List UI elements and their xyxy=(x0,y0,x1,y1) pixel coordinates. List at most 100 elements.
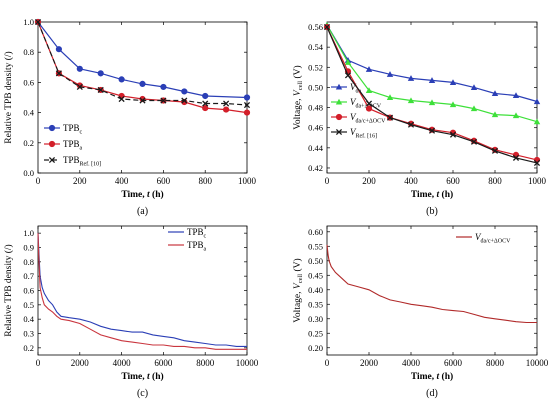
data-point xyxy=(344,59,352,65)
data-point xyxy=(512,112,520,119)
y-axis-label: Relative TPB density (/) xyxy=(3,51,14,143)
data-point xyxy=(365,87,373,94)
y-tick-label: 1.0 xyxy=(23,228,34,238)
data-point xyxy=(344,72,352,79)
y-tick-label: 0.42 xyxy=(308,163,323,173)
data-point xyxy=(323,23,331,31)
y-tick-label: 0.2 xyxy=(23,343,34,353)
data-point xyxy=(470,105,478,112)
y-tick-label: 0.6 xyxy=(23,77,34,87)
y-tick-label: 0.4 xyxy=(23,108,34,118)
legend-marker xyxy=(48,140,56,148)
x-tick-label: 400 xyxy=(115,176,129,186)
y-tick-label: 1.0 xyxy=(23,17,34,27)
y-tick-label: 0.50 xyxy=(308,82,323,92)
data-point xyxy=(407,97,415,104)
data-point xyxy=(491,147,499,154)
chart-panel-a: 0 200 400 600 800 1000 0.0 0.2 0.4 0.6 0.8 1.0 Time,… xyxy=(3,17,257,217)
y-tick-label: 0.50 xyxy=(308,256,323,266)
data-point xyxy=(202,100,209,107)
legend-marker xyxy=(48,156,56,164)
x-tick-label: 1000 xyxy=(238,176,257,186)
chart-panel-d: 0 2000 4000 6000 8000 10000 0.20 0.25 0.30 0.35 0.… xyxy=(292,225,549,399)
data-point xyxy=(97,86,104,94)
legend-label: Vda/c+ΔOCV xyxy=(475,232,511,245)
x-axis-label: Time, t (h) xyxy=(411,189,453,200)
data-point xyxy=(97,70,104,77)
y-tick-label: 0.8 xyxy=(23,257,34,267)
data-point xyxy=(181,88,188,95)
y-tick-label: 0.7 xyxy=(23,271,34,281)
data-point xyxy=(365,66,373,72)
legend-marker xyxy=(335,113,343,121)
legend-label: TPBc xyxy=(63,123,83,136)
series-line-c xyxy=(37,233,247,347)
y-tick-label: 0.9 xyxy=(23,243,34,253)
x-tick-label: 0 xyxy=(36,358,41,368)
y-tick-label: 0.8 xyxy=(23,47,34,57)
data-point xyxy=(139,80,146,88)
legend-label: TPBRef. [10] xyxy=(63,155,101,168)
y-tick-label: 0.20 xyxy=(308,343,323,353)
x-axis-label: Time, t (h) xyxy=(121,371,163,382)
y-tick-label: 0.3 xyxy=(23,329,34,339)
data-point xyxy=(533,118,541,125)
data-point xyxy=(491,90,499,97)
data-point xyxy=(55,46,63,53)
x-tick-label: 4000 xyxy=(113,358,132,368)
y-tick-label: 0.55 xyxy=(308,241,323,251)
data-point xyxy=(202,104,209,112)
data-point xyxy=(470,138,478,145)
y-axis-label: Voltage, Vcell (V) xyxy=(292,258,304,322)
x-tick-label: 800 xyxy=(488,176,502,186)
data-point xyxy=(223,106,230,113)
data-point xyxy=(118,95,125,103)
data-point xyxy=(76,83,83,90)
x-tick-label: 6000 xyxy=(444,358,463,368)
data-point xyxy=(243,109,251,116)
x-axis-label: Time, t (h) xyxy=(411,371,453,382)
chart-panel-c: 0 2000 4000 6000 8000 10000 0.2 0.3 0.4 0.5 0.6 0.7… xyxy=(3,225,259,399)
x-tick-label: 200 xyxy=(73,176,87,186)
legend-marker xyxy=(335,83,343,90)
y-tick-label: 0.54 xyxy=(308,42,324,52)
data-point xyxy=(428,99,436,106)
data-point xyxy=(428,77,436,83)
series-line-c xyxy=(37,21,248,99)
data-point xyxy=(365,100,373,107)
data-point xyxy=(243,101,251,109)
legend-marker xyxy=(335,98,343,105)
x-tick-label: 10000 xyxy=(526,358,549,368)
y-tick-label: 0.44 xyxy=(308,143,324,153)
panel-label: (a) xyxy=(137,206,148,217)
chart-panel-b: 0 200 400 600 800 1000 0.42 0.44 0.46 0.48 0.50 0.5… xyxy=(292,21,547,217)
series-line-dacocv xyxy=(326,244,537,324)
legend-marker xyxy=(48,124,56,132)
data-point xyxy=(533,159,541,166)
y-tick-label: 0.46 xyxy=(308,123,323,133)
legend-label: TPBa xyxy=(187,240,207,253)
plot-frame xyxy=(326,225,538,356)
y-tick-label: 0.45 xyxy=(308,270,323,280)
data-point xyxy=(243,94,251,101)
legend-label: VRef. [16] xyxy=(350,127,377,140)
y-axis-label: Relative TPB density (/) xyxy=(3,244,14,336)
data-point xyxy=(407,121,415,128)
data-point xyxy=(407,75,415,81)
legend-marker xyxy=(335,128,343,136)
data-point xyxy=(491,111,499,118)
x-tick-label: 8000 xyxy=(486,358,505,368)
legend-label: Vda/c+ΔOCV xyxy=(350,112,386,125)
data-point xyxy=(428,127,436,134)
data-point xyxy=(449,101,457,108)
x-tick-label: 0 xyxy=(325,358,330,368)
panel-label: (c) xyxy=(137,388,148,399)
y-tick-label: 0.48 xyxy=(308,103,323,113)
data-point xyxy=(139,97,146,104)
data-point xyxy=(160,83,167,91)
data-point xyxy=(160,97,167,104)
x-tick-label: 200 xyxy=(362,176,376,186)
x-tick-label: 8000 xyxy=(196,358,215,368)
data-point xyxy=(386,114,394,121)
